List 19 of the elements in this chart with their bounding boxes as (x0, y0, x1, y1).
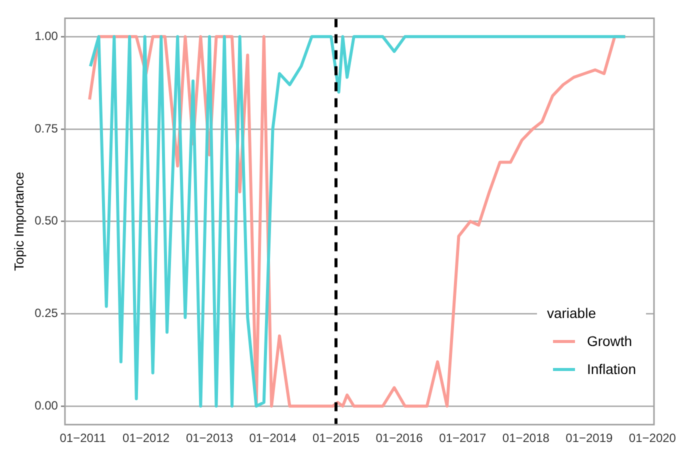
y-tick-label: 0.75 (34, 121, 58, 136)
x-tick-label: 01−2019 (566, 431, 614, 446)
y-tick-label: 1.00 (34, 28, 58, 43)
x-tick-label: 01−2020 (628, 431, 676, 446)
y-tick-label: 0.00 (34, 398, 58, 412)
x-tick-label: 01−2012 (122, 431, 170, 446)
x-tick-label: 01−2018 (502, 431, 550, 446)
legend-label: Inflation (586, 361, 636, 377)
y-axis-title: Topic Importance (11, 172, 26, 271)
x-tick-label: 01−2013 (186, 431, 234, 446)
legend-label: Growth (586, 333, 632, 349)
x-tick-label: 01−2017 (439, 431, 487, 446)
x-tick-label: 01−2014 (249, 431, 297, 446)
x-tick-label: 01−2011 (60, 431, 106, 446)
y-tick-label: 0.25 (34, 306, 58, 320)
x-tick-label: 01−2015 (312, 431, 360, 446)
y-tick-label: 0.50 (34, 214, 58, 228)
legend-title: variable (546, 305, 597, 321)
x-tick-label: 01−2016 (376, 431, 424, 446)
